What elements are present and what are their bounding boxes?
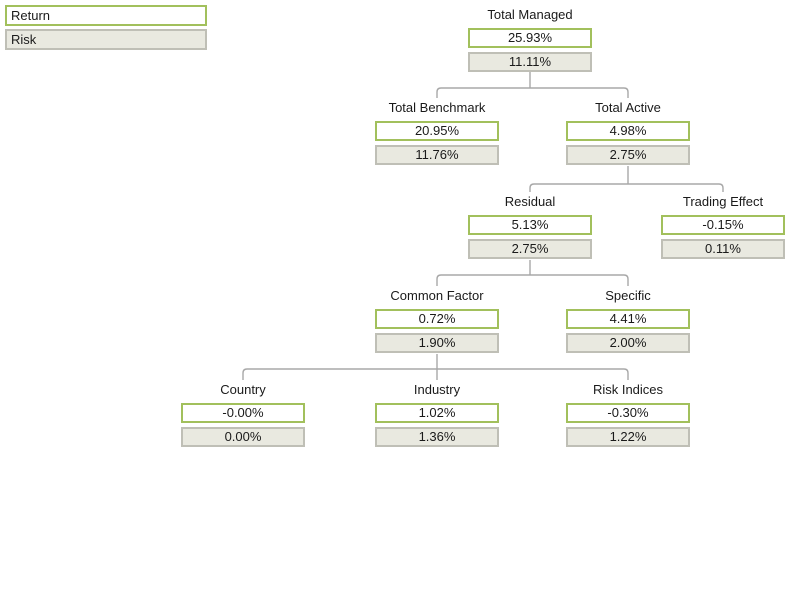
tree-node-trading-effect: Trading Effect -0.15% 0.11% [661,194,785,259]
tree-node-risk-indices: Risk Indices -0.30% 1.22% [566,382,690,447]
return-value-box[interactable]: 1.02% [375,403,499,423]
node-label: Industry [413,382,461,397]
return-value-box[interactable]: 4.98% [566,121,690,141]
return-value-box[interactable]: -0.15% [661,215,785,235]
risk-value-box[interactable]: 0.00% [181,427,305,447]
risk-value-box[interactable]: 11.11% [468,52,592,72]
risk-value-box[interactable]: 2.00% [566,333,690,353]
connector-total-active-children [529,166,724,192]
legend-return-box: Return [5,5,207,26]
node-label: Common Factor [390,288,484,303]
risk-value-box[interactable]: 0.11% [661,239,785,259]
return-value-box[interactable]: 20.95% [375,121,499,141]
node-label: Total Active [595,100,661,115]
tree-node-total-active: Total Active 4.98% 2.75% [566,100,690,165]
node-label: Trading Effect [682,194,764,209]
node-label: Residual [504,194,556,209]
node-label: Total Benchmark [388,100,486,115]
return-value-box[interactable]: -0.00% [181,403,305,423]
risk-value-box[interactable]: 1.36% [375,427,499,447]
tree-node-residual: Residual 5.13% 2.75% [468,194,592,259]
return-value-box[interactable]: 0.72% [375,309,499,329]
return-value-box[interactable]: 4.41% [566,309,690,329]
tree-node-total-managed: Total Managed 25.93% 11.11% [468,7,592,72]
risk-value-box[interactable]: 2.75% [468,239,592,259]
return-value-box[interactable]: 25.93% [468,28,592,48]
tree-node-country: Country -0.00% 0.00% [181,382,305,447]
tree-node-specific: Specific 4.41% 2.00% [566,288,690,353]
node-label: Specific [605,288,651,303]
connector-common-factor-children [242,354,629,380]
tree-node-industry: Industry 1.02% 1.36% [375,382,499,447]
risk-value-box[interactable]: 2.75% [566,145,690,165]
node-label: Total Managed [487,7,573,22]
legend-risk-box: Risk [5,29,207,50]
return-value-box[interactable]: -0.30% [566,403,690,423]
risk-value-box[interactable]: 1.90% [375,333,499,353]
tree-node-total-benchmark: Total Benchmark 20.95% 11.76% [375,100,499,165]
node-label: Country [220,382,266,397]
return-value-box[interactable]: 5.13% [468,215,592,235]
connector-residual-children [436,260,629,286]
legend: Return Risk [5,5,207,53]
risk-value-box[interactable]: 1.22% [566,427,690,447]
connector-total-managed-children [436,72,629,98]
tree-node-common-factor: Common Factor 0.72% 1.90% [375,288,499,353]
risk-value-box[interactable]: 11.76% [375,145,499,165]
node-label: Risk Indices [592,382,664,397]
